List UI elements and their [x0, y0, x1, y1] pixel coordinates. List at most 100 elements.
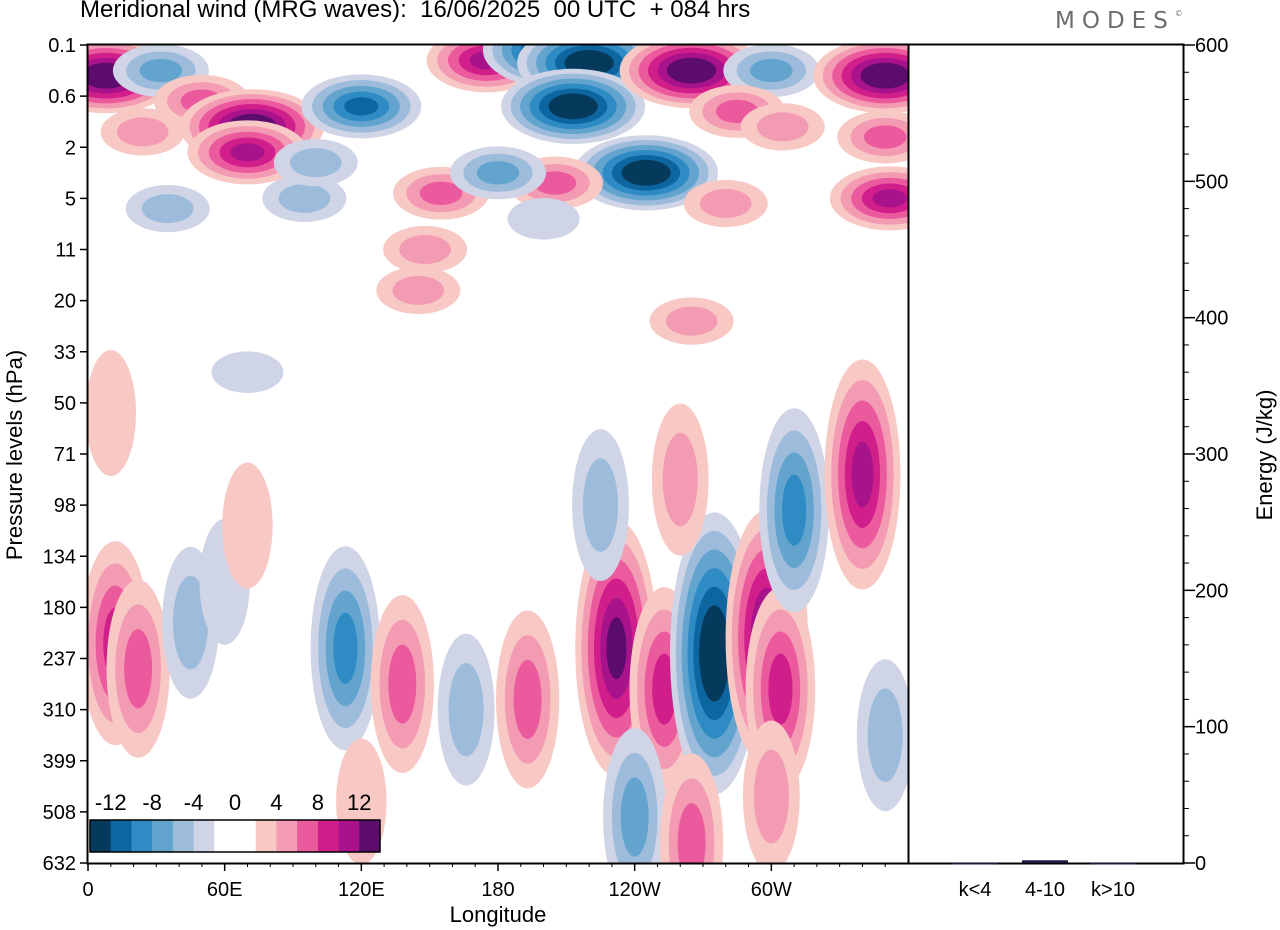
contour-blob: [699, 188, 752, 218]
x-tick-label: 180: [481, 879, 514, 901]
y-tick-label: 180: [43, 597, 76, 619]
contour-blob: [867, 688, 903, 782]
colorbar-swatch: [359, 820, 381, 852]
x-tick-label: 0: [82, 879, 93, 901]
x-tick-label: 120E: [338, 879, 385, 901]
contour-blob: [768, 653, 793, 725]
contour-blob: [756, 112, 809, 142]
contour-blob: [333, 612, 358, 684]
colorbar-label: -4: [184, 790, 204, 815]
energy-tick-label: 200: [1195, 580, 1228, 602]
chart-title: Meridional wind (MRG waves): 16/06/2025 …: [80, 0, 751, 23]
colorbar-swatch: [235, 820, 257, 852]
longitude-axis: 0 60E 120E 180 120W 60W: [82, 863, 886, 901]
contour-blob: [222, 462, 273, 589]
contour-blob: [872, 189, 907, 208]
heatmap-fields: [88, 45, 908, 863]
colorbar-label: -8: [142, 790, 162, 815]
contour-blob: [388, 644, 417, 724]
x-tick-label: 60E: [207, 879, 243, 901]
energy-panel: 0 100 200 300 400 500 600 k<4 4-10 k>10: [907, 35, 1228, 901]
colorbar-swatch: [317, 820, 340, 852]
colorbar-swatch: [110, 820, 132, 852]
contour-blob: [399, 235, 451, 264]
energy-bar: [1090, 863, 1136, 865]
colorbar-label: 12: [347, 790, 371, 815]
y-tick-label: 399: [43, 751, 76, 773]
x-tick-label: 60W: [751, 879, 792, 901]
contour-blob: [753, 749, 789, 844]
logo-text: MODES: [1055, 8, 1175, 34]
contour-blob: [141, 194, 194, 224]
energy-bar: [952, 863, 998, 865]
colorbar-swatch: [152, 820, 174, 852]
energy-tick-label: 600: [1195, 35, 1228, 57]
contour-blob: [476, 161, 520, 185]
colorbar-swatch: [131, 820, 153, 852]
y-tick-label: 33: [54, 342, 76, 364]
energy-tick-label: 300: [1195, 444, 1228, 466]
contour-blob: [139, 58, 183, 83]
y-tick-label: 237: [43, 649, 76, 671]
y-tick-label: 20: [54, 291, 76, 313]
contour-blob: [606, 617, 627, 680]
colorbar-swatch: [255, 820, 277, 852]
contour-blob: [124, 629, 153, 709]
y-tick-label: 0.6: [48, 86, 76, 108]
y-tick-label: 5: [65, 188, 76, 210]
energy-tick-label: 500: [1195, 171, 1228, 193]
colorbar-label: 4: [270, 790, 282, 815]
colorbar-swatch: [172, 820, 195, 852]
energy-tick-label: 100: [1195, 717, 1228, 739]
energy-bar: [1022, 860, 1068, 863]
y-tick-label: 11: [55, 240, 76, 262]
energy-bars: [952, 860, 1136, 865]
contour-blob: [677, 802, 706, 863]
x-axis-title: Longitude: [450, 902, 547, 927]
y-axis-title: Pressure levels (hPa): [2, 350, 27, 560]
contour-blob: [676, 62, 707, 79]
contour-blob: [750, 58, 793, 83]
y-tick-label: 508: [43, 802, 76, 824]
contour-blob: [583, 458, 618, 552]
contour-blob: [513, 659, 542, 740]
y-tick-label: 2: [65, 137, 76, 159]
colorbar-swatch: [297, 820, 319, 852]
contour-blob: [392, 275, 445, 305]
contour-blob: [448, 662, 484, 757]
contour-blob: [116, 117, 169, 147]
y-tick-label: 134: [43, 546, 76, 568]
x-tick-label: 120W: [609, 879, 661, 901]
contour-blob: [782, 474, 807, 546]
colorbar-swatch: [214, 820, 236, 852]
energy-tick-label: 0: [1195, 853, 1206, 875]
contour-blob: [630, 164, 662, 181]
contour-blob: [557, 98, 589, 115]
energy-axis-title: Energy (J/kg): [1252, 390, 1277, 521]
energy-frame: [907, 43, 1185, 865]
contour-blob: [652, 653, 677, 725]
y-tick-label: 98: [54, 495, 76, 517]
modes-logo: MODES©: [1055, 8, 1183, 34]
contour-blob: [665, 306, 718, 336]
contour-blob: [507, 198, 580, 240]
y-tick-label: 0.1: [48, 35, 76, 57]
colorbar-swatch: [338, 820, 360, 852]
colorbar-swatch: [90, 820, 112, 852]
pressure-axis: 0.1 0.6 2 5 11 20 33 50 71 98 134 180 237 310 399 508 63…: [43, 35, 88, 875]
contour-blob: [88, 350, 136, 477]
contour-blob: [173, 575, 208, 670]
contour-blob: [662, 432, 698, 527]
contour-blob: [851, 441, 874, 508]
energy-categories: k<4 4-10 k>10: [959, 879, 1135, 901]
colorbar-label: 8: [312, 790, 324, 815]
colorbar: -12 -8 -4 0 4 8 12: [89, 790, 381, 853]
colorbar-frame: [89, 819, 381, 853]
contour-blob: [211, 351, 284, 394]
y-tick-label: 50: [54, 393, 76, 415]
contour-blob: [230, 143, 265, 162]
contour-blob: [419, 181, 463, 205]
contour-blob: [573, 54, 605, 71]
contour-blob: [705, 623, 724, 684]
